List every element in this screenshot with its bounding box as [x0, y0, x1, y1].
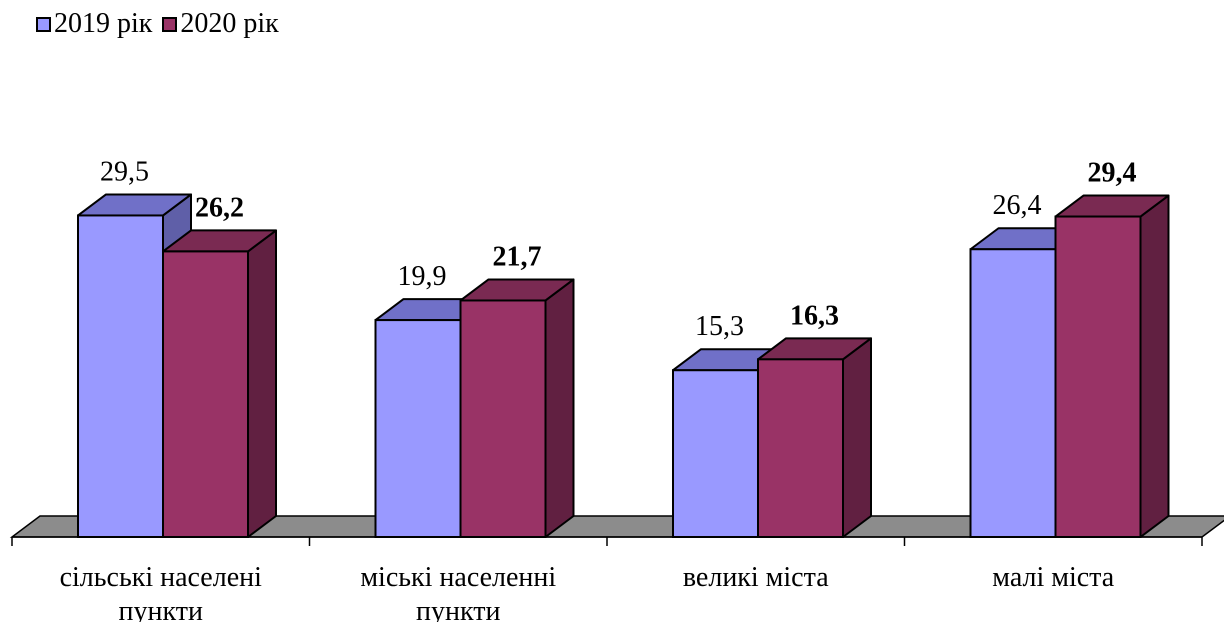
legend-item-2020: 2020 рік — [162, 8, 279, 40]
category-label: сільські населені — [60, 562, 263, 593]
data-label: 21,7 — [493, 241, 542, 272]
legend-swatch-2019 — [36, 16, 51, 32]
legend-swatch-2020 — [162, 16, 178, 32]
bar-side — [247, 229, 277, 538]
bar — [374, 319, 462, 538]
bar — [969, 248, 1057, 539]
data-label: 16,3 — [790, 300, 839, 331]
chart-legend: 2019 рік 2020 рік — [36, 8, 289, 40]
bar — [162, 250, 249, 538]
bar-side — [544, 278, 575, 538]
category-label: великі міста — [683, 562, 829, 593]
bar-side — [1139, 194, 1170, 538]
data-label: 29,5 — [100, 156, 149, 187]
legend-item-2019: 2019 рік — [36, 8, 152, 40]
category-label: пункти — [416, 596, 500, 622]
legend-label-2019: 2019 рік — [54, 8, 153, 39]
category-label: малі міста — [992, 562, 1114, 593]
bar — [459, 299, 547, 538]
data-label: 26,4 — [993, 190, 1042, 221]
bar — [77, 214, 164, 538]
legend-label-2020: 2020 рік — [180, 8, 279, 39]
bar-side — [842, 337, 872, 538]
bar — [1054, 215, 1142, 538]
data-label: 15,3 — [695, 311, 744, 342]
category-label: пункти — [119, 596, 203, 622]
bar — [757, 358, 844, 538]
category-label: міські населенні — [360, 562, 556, 593]
bar — [672, 369, 759, 539]
data-label: 19,9 — [398, 261, 447, 292]
data-label: 26,2 — [195, 192, 244, 223]
data-label: 29,4 — [1088, 158, 1137, 189]
